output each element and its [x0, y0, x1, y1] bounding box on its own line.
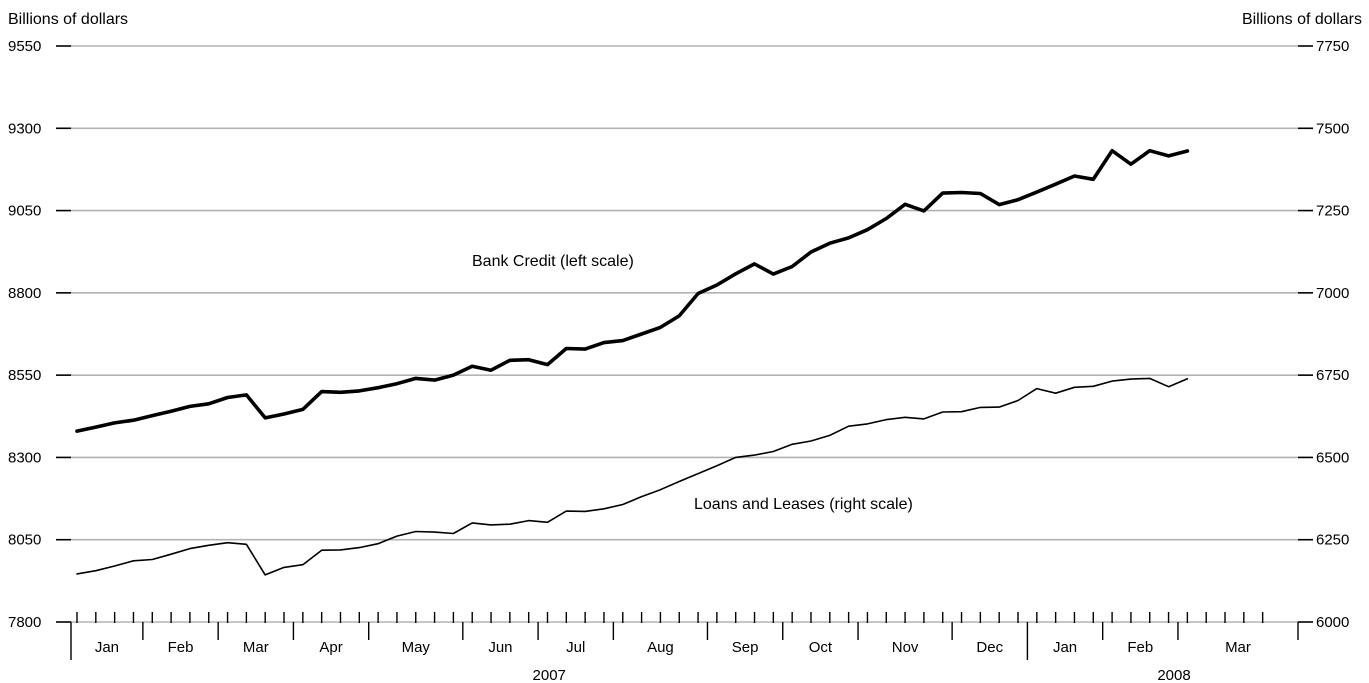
series-line-bank-credit	[75, 148, 1190, 433]
right-y-tick-label: 6500	[1316, 449, 1349, 466]
right-axis-title: Billions of dollars	[1242, 11, 1362, 28]
left-y-tick-label: 8050	[8, 532, 41, 549]
x-axis: Jan Feb Mar Apr May Jun Jul Aug Sep Oct Nov Dec Jan F…	[70, 612, 1299, 683]
month-label: Jan	[1053, 639, 1077, 656]
month-label: Feb	[168, 639, 194, 656]
series-line-loans-leases	[76, 377, 1189, 576]
grid	[71, 45, 1298, 541]
left-y-tick-label: 9050	[8, 203, 41, 220]
right-y-tick-label: 7250	[1316, 203, 1349, 220]
month-label: May	[402, 639, 431, 656]
month-label: Jul	[566, 639, 585, 656]
month-label: Nov	[892, 639, 919, 656]
left-y-tick-label: 9550	[8, 38, 41, 55]
month-label: Feb	[1127, 639, 1153, 656]
month-label: Mar	[1225, 639, 1251, 656]
left-axis: 7800 8050 8300 8550 8800 9050 9300 9550	[8, 38, 71, 631]
right-y-tick-label: 7750	[1316, 38, 1349, 55]
left-y-tick-label: 9300	[8, 120, 41, 137]
month-label: Oct	[809, 639, 833, 656]
month-label: Sep	[732, 639, 759, 656]
series-label-bank-credit: Bank Credit (left scale)	[472, 253, 634, 270]
left-axis-title: Billions of dollars	[8, 11, 128, 28]
year-label: 2008	[1157, 667, 1190, 683]
month-label: Dec	[976, 639, 1003, 656]
month-label: Jun	[488, 639, 512, 656]
year-label: 2007	[533, 667, 566, 683]
month-label: Jan	[95, 639, 119, 656]
month-label: Mar	[243, 639, 269, 656]
right-y-tick-label: 6000	[1316, 614, 1349, 631]
series-layer	[75, 148, 1190, 576]
month-label: Aug	[647, 639, 674, 656]
right-y-tick-label: 6750	[1316, 367, 1349, 384]
left-y-tick-label: 8800	[8, 285, 41, 302]
month-label: Apr	[319, 639, 342, 656]
right-y-tick-label: 7000	[1316, 285, 1349, 302]
right-y-tick-label: 6250	[1316, 532, 1349, 549]
series-label-loans-leases: Loans and Leases (right scale)	[694, 496, 913, 513]
right-axis: 6000 6250 6500 6750 7000 7250 7500 7750	[1298, 38, 1349, 631]
left-y-tick-label: 8300	[8, 449, 41, 466]
left-y-tick-label: 8550	[8, 367, 41, 384]
right-y-tick-label: 7500	[1316, 120, 1349, 137]
left-y-tick-label: 7800	[8, 614, 41, 631]
